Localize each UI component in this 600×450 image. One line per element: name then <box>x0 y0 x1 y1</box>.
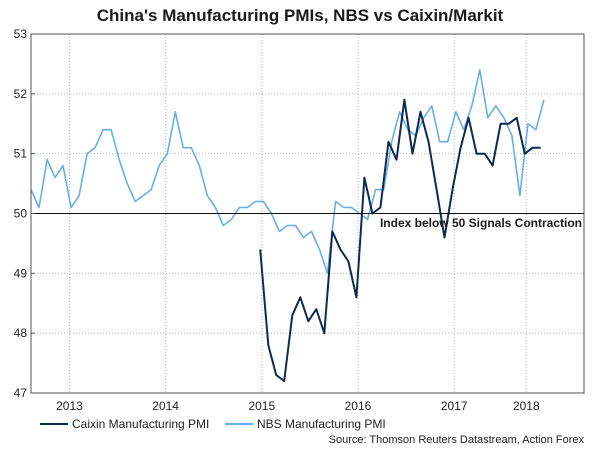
series-line-nbs <box>30 69 545 275</box>
x-tick-label: 2014 <box>152 399 179 413</box>
y-tick-label: 48 <box>14 326 28 340</box>
x-tick-label: 2015 <box>248 399 275 413</box>
chart-title: China's Manufacturing PMIs, NBS vs Caixi… <box>97 6 504 25</box>
x-tick-label: 2013 <box>56 399 83 413</box>
x-tick-label: 2017 <box>441 399 468 413</box>
legend: Caixin Manufacturing PMI NBS Manufacturi… <box>40 417 386 431</box>
y-tick-label: 50 <box>14 207 28 221</box>
y-tick-label: 51 <box>14 147 28 161</box>
y-tick-label: 47 <box>14 386 28 400</box>
x-tick-label: 2018 <box>513 399 540 413</box>
legend-label-nbs: NBS Manufacturing PMI <box>257 417 386 431</box>
y-tick-label: 49 <box>14 266 28 280</box>
x-tick-label: 2016 <box>345 399 372 413</box>
y-tick-label: 52 <box>14 87 28 101</box>
grid <box>31 34 584 393</box>
legend-label-caixin: Caixin Manufacturing PMI <box>72 417 209 431</box>
series-line-caixin <box>259 98 541 382</box>
reference-line-label: Index below 50 Signals Contraction <box>380 216 582 230</box>
y-tick-label: 53 <box>14 27 28 41</box>
source-note: Source: Thomson Reuters Datastream, Acti… <box>329 434 585 446</box>
y-axis: 47 48 49 50 51 52 53 <box>14 27 35 400</box>
series-lines <box>30 69 545 382</box>
x-axis: 2013 2014 2015 2016 2017 2018 <box>56 399 540 413</box>
